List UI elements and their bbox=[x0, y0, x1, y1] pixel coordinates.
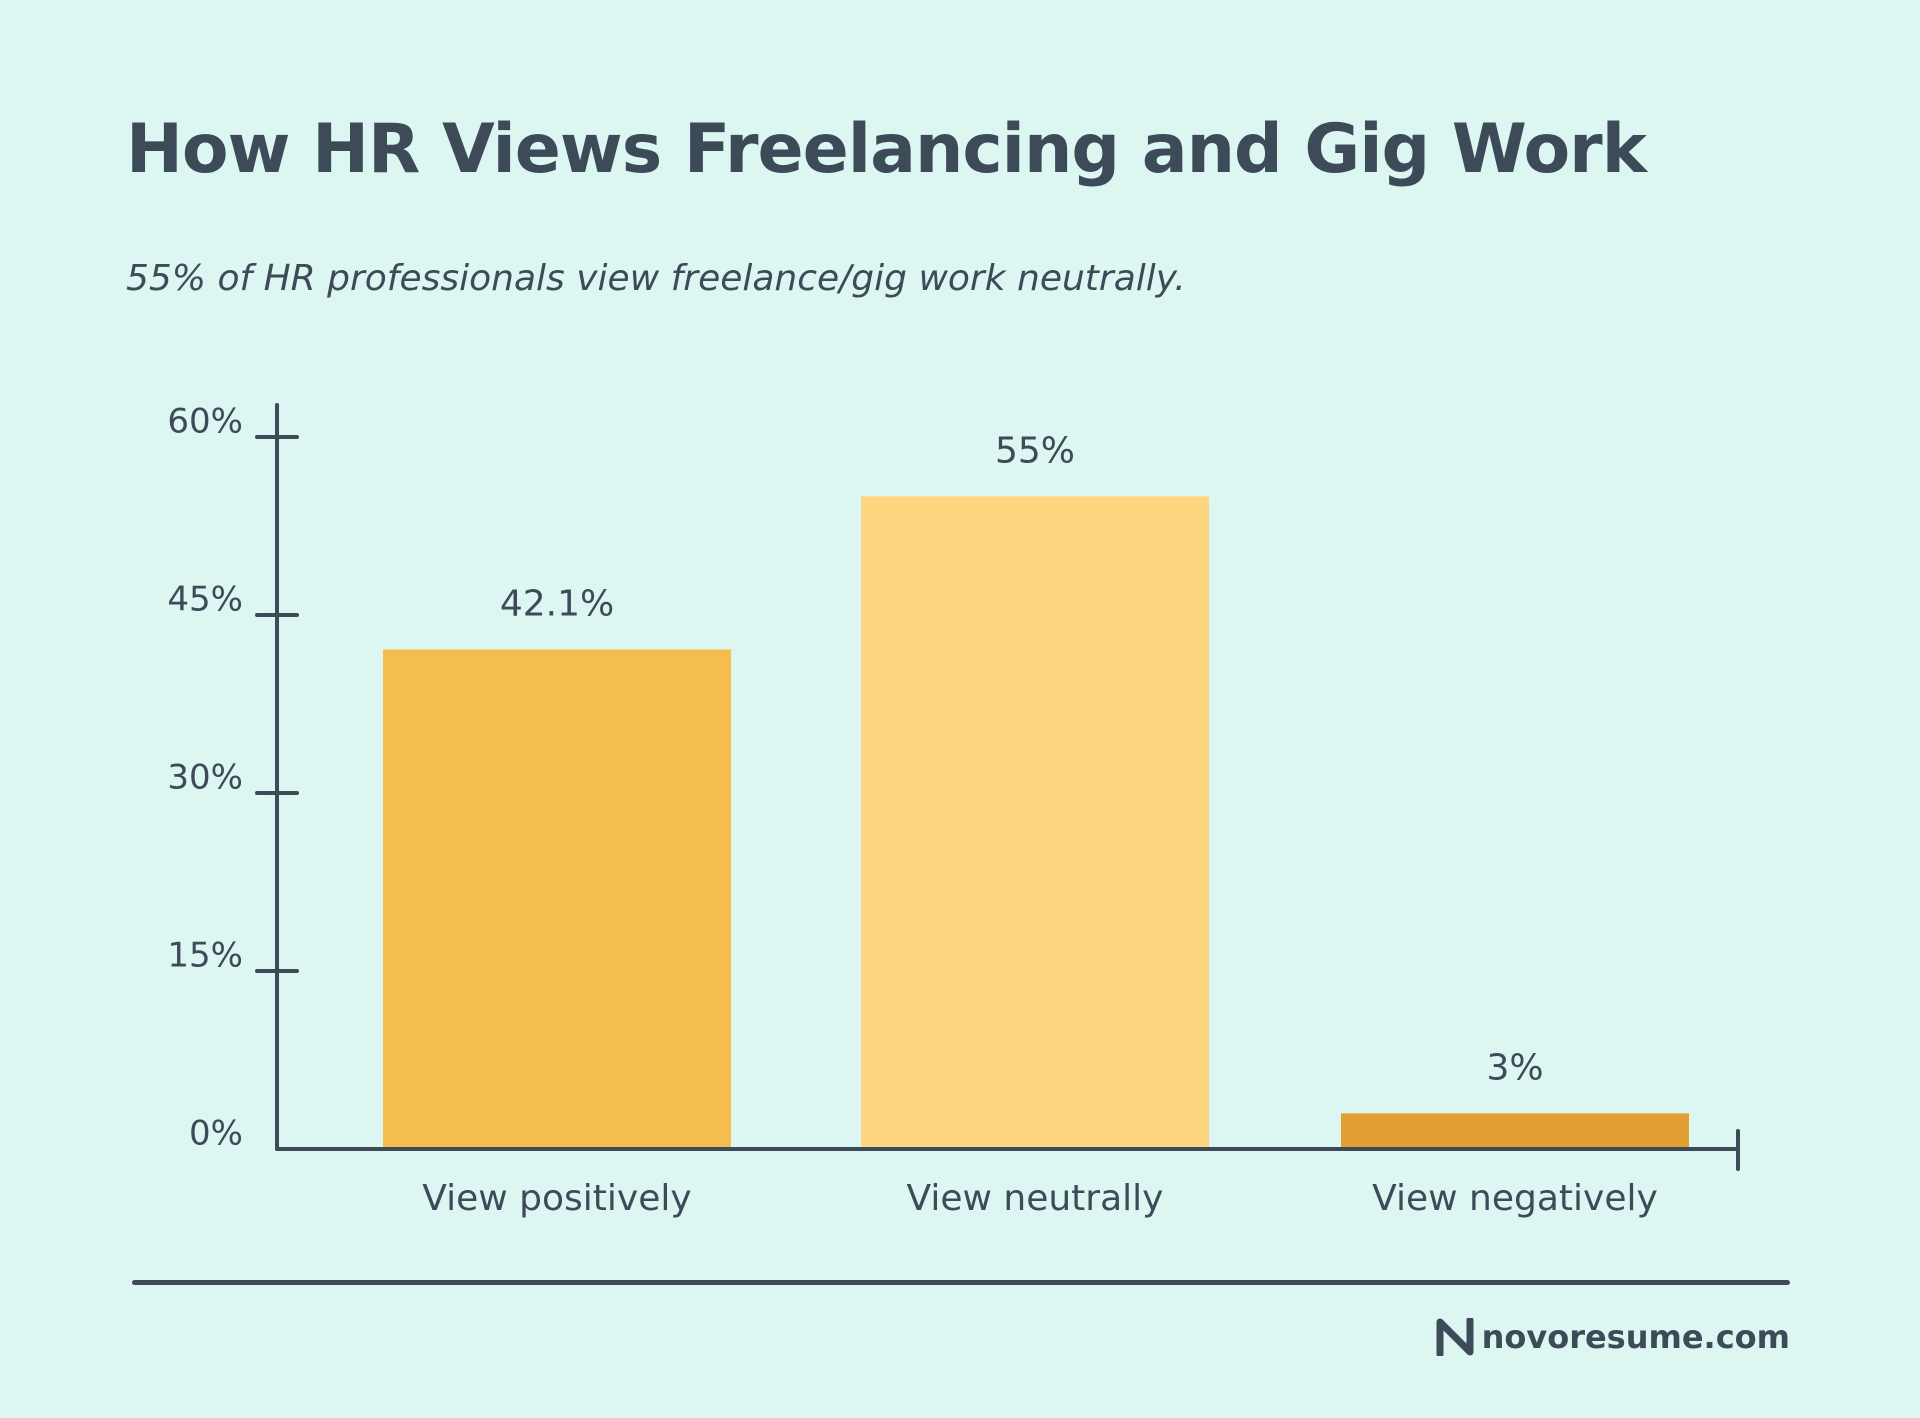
x-category-label-2: View neutrally bbox=[907, 1178, 1164, 1219]
data-label-3: 3% bbox=[1486, 1047, 1543, 1088]
y-tick-label-4: 60% bbox=[167, 402, 243, 442]
brand-name: novoresume.com bbox=[1481, 1318, 1790, 1356]
brand-logo: novoresume.com bbox=[1436, 1318, 1790, 1356]
bar-3 bbox=[1341, 1113, 1689, 1149]
novoresume-n-logo-icon bbox=[1436, 1318, 1474, 1356]
y-tick-label-1: 15% bbox=[167, 936, 243, 976]
x-category-label-3: View negatively bbox=[1372, 1178, 1658, 1219]
chart-subtitle: 55% of HR professionals view freelance/g… bbox=[126, 258, 1186, 299]
data-label-1: 42.1% bbox=[500, 583, 614, 624]
footer-divider bbox=[132, 1280, 1790, 1285]
y-tick-label-0: 0% bbox=[189, 1114, 243, 1154]
y-tick-label-3: 45% bbox=[167, 580, 243, 620]
y-tick-label-2: 30% bbox=[167, 758, 243, 798]
chart-title: How HR Views Freelancing and Gig Work bbox=[126, 110, 1647, 189]
data-label-2: 55% bbox=[995, 430, 1075, 471]
bar-2 bbox=[861, 496, 1209, 1149]
bar-1 bbox=[383, 649, 731, 1149]
x-category-label-1: View positively bbox=[422, 1178, 691, 1219]
